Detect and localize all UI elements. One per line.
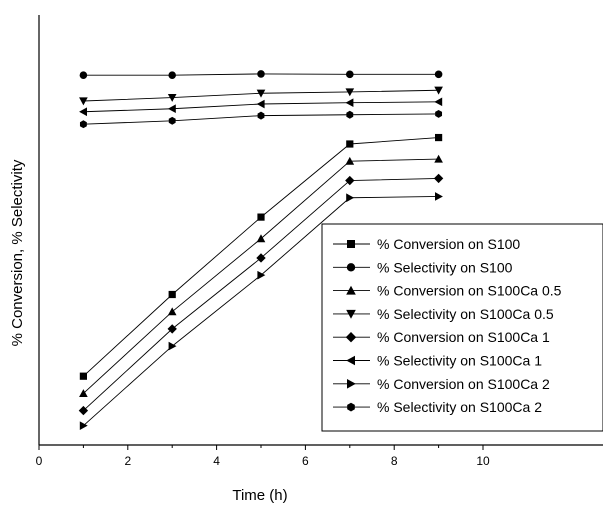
data-point bbox=[257, 70, 265, 78]
axes: 0 2 4 6 8 10 bbox=[36, 15, 603, 468]
data-point bbox=[256, 99, 265, 109]
data-point bbox=[434, 70, 443, 79]
legend-item: % Selectivity on S100Ca 0.5 bbox=[333, 306, 554, 322]
data-point bbox=[167, 324, 177, 334]
series-2 bbox=[79, 70, 443, 79]
data-point bbox=[168, 290, 176, 299]
legend-item: % Selectivity on S100Ca 2 bbox=[333, 399, 542, 415]
data-point bbox=[168, 116, 176, 125]
data-point bbox=[434, 86, 443, 95]
y-axis-title: % Conversion, % Selectivity bbox=[9, 159, 26, 346]
data-point bbox=[434, 97, 443, 107]
legend-marker bbox=[346, 309, 356, 319]
legend-marker bbox=[345, 332, 357, 343]
x-tick-label: 4 bbox=[213, 454, 220, 468]
data-point bbox=[435, 133, 443, 142]
data-point bbox=[435, 109, 443, 118]
legend-box bbox=[321, 223, 603, 432]
data-point bbox=[167, 93, 177, 102]
data-point bbox=[79, 71, 88, 79]
data-point bbox=[345, 175, 355, 186]
legend-marker bbox=[347, 379, 356, 389]
data-point bbox=[345, 98, 354, 108]
data-point bbox=[168, 341, 177, 351]
legend-label: % Conversion on S100Ca 1 bbox=[377, 329, 550, 345]
data-point bbox=[168, 71, 176, 79]
legend-item: % Conversion on S100Ca 1 bbox=[333, 329, 550, 345]
data-point bbox=[79, 120, 87, 129]
legend-marker bbox=[346, 355, 355, 366]
plot-area bbox=[78, 70, 444, 430]
data-point bbox=[345, 88, 355, 97]
series-8 bbox=[79, 109, 443, 129]
data-point bbox=[78, 405, 89, 416]
series-1 bbox=[79, 133, 443, 380]
data-point bbox=[433, 173, 444, 184]
series-6 bbox=[79, 97, 443, 117]
series-3 bbox=[79, 154, 443, 397]
legend-marker bbox=[346, 285, 356, 295]
series-7 bbox=[79, 192, 443, 430]
data-point bbox=[346, 110, 354, 119]
legend-label: % Selectivity on S100Ca 2 bbox=[377, 399, 542, 415]
legend-label: % Selectivity on S100Ca 0.5 bbox=[377, 306, 554, 322]
data-point bbox=[256, 253, 266, 263]
series-5 bbox=[78, 173, 444, 416]
series-4 bbox=[79, 86, 443, 106]
legend-marker bbox=[346, 263, 356, 272]
legend-label: % Conversion on S100 bbox=[377, 236, 520, 252]
x-tick-label: 10 bbox=[476, 454, 490, 468]
data-point bbox=[346, 193, 355, 203]
data-point bbox=[79, 372, 87, 380]
legend-item: % Selectivity on S100 bbox=[333, 259, 513, 275]
data-point bbox=[435, 192, 443, 201]
data-point bbox=[167, 307, 177, 316]
data-point bbox=[79, 107, 87, 117]
data-point bbox=[257, 213, 265, 221]
legend-item: % Conversion on S100 bbox=[333, 236, 520, 252]
legend-marker bbox=[347, 240, 355, 248]
data-point bbox=[79, 421, 88, 430]
legend-label: % Selectivity on S100 bbox=[377, 259, 513, 275]
x-axis-title: Time (h) bbox=[232, 487, 287, 504]
data-point bbox=[256, 234, 266, 243]
legend-label: % Selectivity on S100Ca 1 bbox=[377, 353, 542, 369]
x-tick-label: 2 bbox=[124, 454, 131, 468]
data-point bbox=[345, 156, 355, 165]
data-point bbox=[346, 140, 354, 148]
data-point bbox=[257, 111, 265, 120]
data-point bbox=[79, 97, 88, 106]
legend-label: % Conversion on S100Ca 2 bbox=[377, 376, 550, 392]
data-point bbox=[79, 389, 88, 397]
data-point bbox=[257, 270, 266, 280]
legend-item: % Selectivity on S100Ca 1 bbox=[333, 353, 542, 369]
legend-item: % Conversion on S100Ca 2 bbox=[333, 376, 550, 392]
data-point bbox=[434, 154, 443, 163]
x-tick-label: 0 bbox=[36, 454, 43, 468]
legend-marker bbox=[347, 402, 355, 412]
legend-label: % Conversion on S100Ca 0.5 bbox=[377, 283, 562, 299]
x-tick-label: 6 bbox=[302, 454, 309, 468]
data-point bbox=[256, 89, 266, 98]
data-point bbox=[346, 70, 354, 79]
legend: % Conversion on S100 % Selectivity on S10… bbox=[321, 223, 603, 432]
data-point bbox=[167, 104, 176, 114]
legend-item: % Conversion on S100Ca 0.5 bbox=[333, 283, 562, 299]
x-tick-label: 8 bbox=[391, 454, 398, 468]
